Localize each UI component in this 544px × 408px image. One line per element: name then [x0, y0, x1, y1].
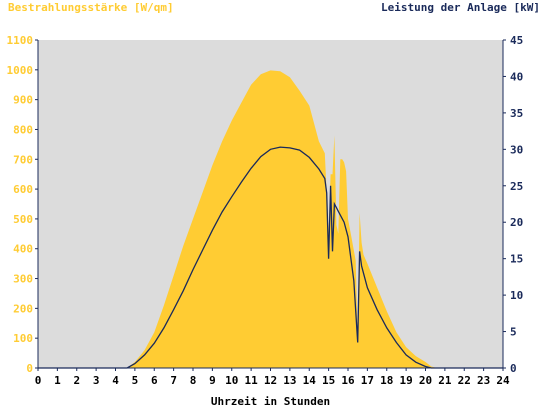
- x-tick-label: 15: [322, 374, 335, 387]
- x-tick-label: 17: [361, 374, 374, 387]
- x-tick-label: 2: [73, 374, 80, 387]
- right-axis-title: Leistung der Anlage [kW]: [381, 1, 540, 14]
- irradiance-area: [38, 70, 503, 369]
- x-tick-label: 11: [245, 374, 259, 387]
- x-tick-label: 7: [170, 374, 177, 387]
- y-right-tick-label: 0: [510, 362, 517, 375]
- y-right-tick-label: 45: [510, 34, 523, 47]
- x-tick-label: 4: [112, 374, 119, 387]
- x-tick-label: 21: [438, 374, 452, 387]
- x-tick-label: 24: [496, 374, 510, 387]
- x-tick-label: 18: [380, 374, 393, 387]
- y-left-tick-label: 1000: [7, 64, 34, 77]
- x-tick-label: 13: [283, 374, 296, 387]
- x-tick-label: 12: [264, 374, 277, 387]
- x-tick-label: 9: [209, 374, 216, 387]
- x-tick-label: 22: [458, 374, 471, 387]
- y-left-tick-label: 500: [13, 213, 33, 226]
- y-left-tick-label: 800: [13, 123, 33, 136]
- y-right-tick-label: 10: [510, 289, 523, 302]
- y-right-tick-label: 30: [510, 143, 523, 156]
- x-tick-label: 5: [132, 374, 139, 387]
- x-tick-label: 0: [35, 374, 42, 387]
- y-left-tick-label: 400: [13, 243, 33, 256]
- x-tick-label: 16: [341, 374, 355, 387]
- y-left-tick-label: 300: [13, 273, 33, 286]
- y-right-tick-label: 25: [510, 180, 523, 193]
- x-tick-label: 20: [419, 374, 432, 387]
- y-right-tick-label: 20: [510, 216, 523, 229]
- y-right-tick-label: 35: [510, 107, 523, 120]
- y-right-tick-label: 15: [510, 253, 523, 266]
- y-right-tick-label: 5: [510, 326, 517, 339]
- x-tick-label: 6: [151, 374, 158, 387]
- y-left-tick-label: 900: [13, 94, 33, 107]
- y-left-tick-label: 1100: [7, 34, 34, 47]
- y-left-tick-label: 100: [13, 332, 33, 345]
- y-left-tick-label: 700: [13, 153, 33, 166]
- x-tick-label: 14: [303, 374, 317, 387]
- x-tick-label: 8: [190, 374, 197, 387]
- x-tick-label: 10: [225, 374, 238, 387]
- x-tick-label: 19: [400, 374, 413, 387]
- y-left-tick-label: 0: [26, 362, 33, 375]
- x-tick-label: 23: [477, 374, 490, 387]
- power-line: [38, 146, 503, 369]
- y-left-tick-label: 200: [13, 302, 33, 315]
- x-tick-label: 1: [54, 374, 61, 387]
- x-axis-title: Uhrzeit in Stunden: [211, 395, 330, 408]
- left-axis-title: Bestrahlungsstärke [W/qm]: [8, 1, 174, 14]
- y-left-tick-label: 600: [13, 183, 33, 196]
- x-tick-label: 3: [93, 374, 100, 387]
- y-right-tick-label: 40: [510, 70, 523, 83]
